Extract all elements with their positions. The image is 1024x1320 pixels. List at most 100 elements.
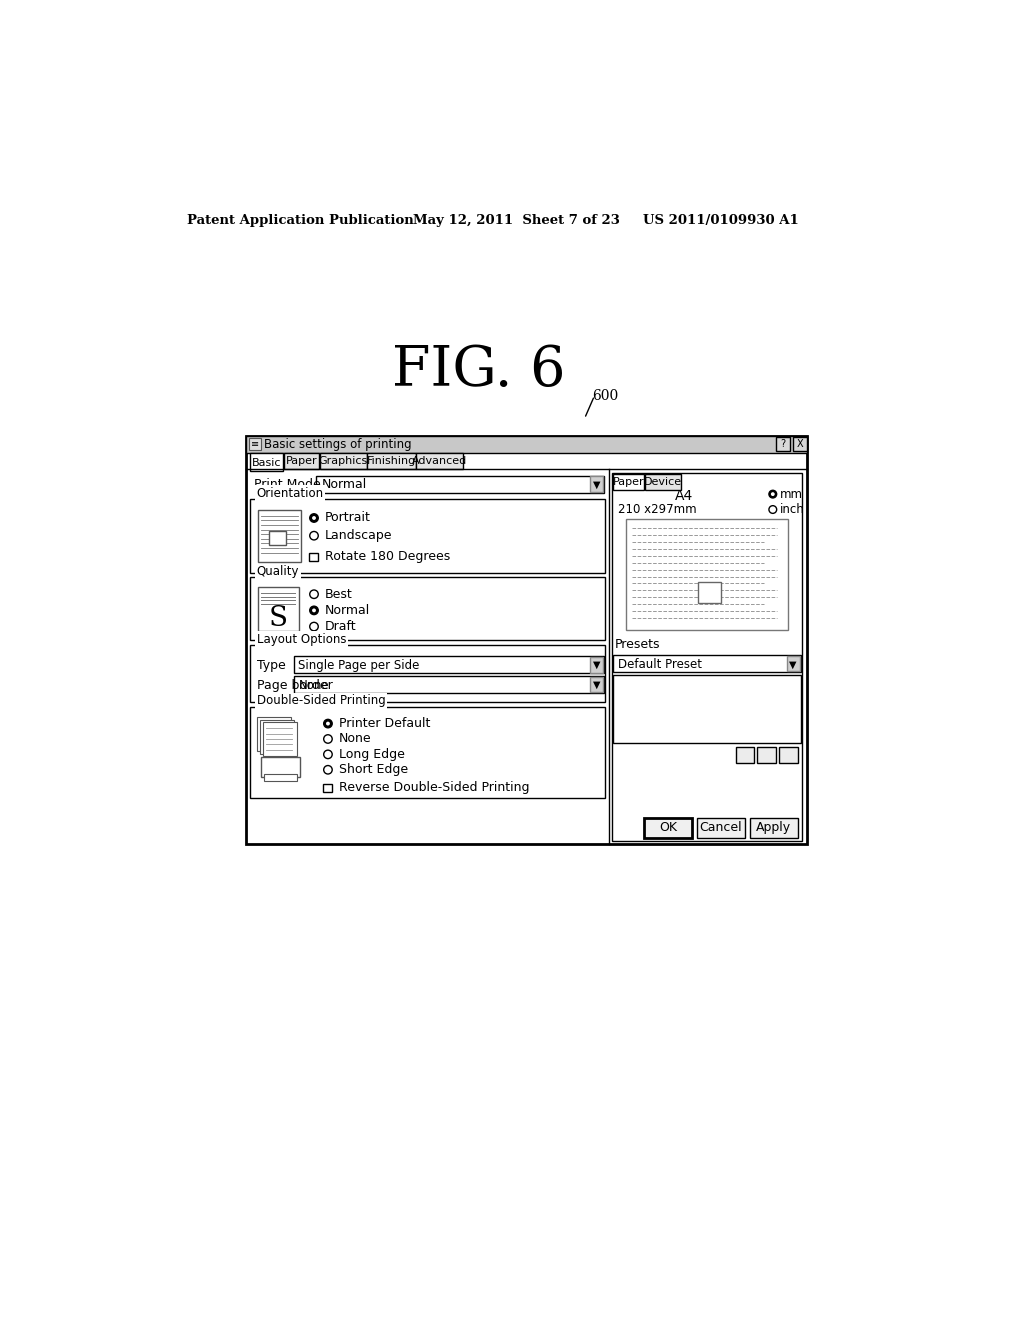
Bar [264, 774, 297, 781]
Text: inch: inch [779, 503, 805, 516]
Bar [294, 676, 604, 693]
Circle shape [309, 532, 318, 540]
Circle shape [324, 766, 332, 774]
Circle shape [324, 719, 332, 727]
Text: ≡: ≡ [251, 440, 259, 449]
Bar [697, 817, 744, 838]
Text: mm: mm [779, 487, 803, 500]
Bar [260, 719, 294, 754]
Text: Double-Sided Printing: Double-Sided Printing [257, 694, 385, 708]
Bar [294, 656, 604, 673]
Bar [251, 706, 605, 797]
Circle shape [312, 516, 316, 520]
Text: Long Edge: Long Edge [339, 748, 404, 760]
Bar [613, 675, 801, 743]
Text: Presets: Presets [614, 638, 660, 651]
Bar [309, 553, 317, 561]
Text: Cancel: Cancel [699, 821, 742, 834]
Text: Paper: Paper [612, 477, 644, 487]
Text: Portrait: Portrait [325, 511, 371, 524]
Bar [735, 747, 755, 763]
Bar [613, 474, 644, 490]
Bar [611, 473, 802, 841]
Circle shape [309, 513, 318, 523]
Bar [590, 477, 603, 492]
Text: Orientation: Orientation [257, 487, 324, 499]
Text: Short Edge: Short Edge [339, 763, 408, 776]
Circle shape [324, 750, 332, 759]
Bar [257, 718, 291, 751]
Bar [368, 453, 416, 470]
Bar [697, 582, 721, 603]
Bar [645, 474, 681, 490]
Bar [750, 817, 798, 838]
Bar [779, 747, 798, 763]
Circle shape [769, 506, 776, 513]
Bar [758, 747, 776, 763]
Text: Basic settings of printing: Basic settings of printing [264, 438, 412, 451]
Text: Basic: Basic [252, 458, 282, 467]
Circle shape [326, 722, 330, 726]
Text: Page border: Page border [257, 678, 333, 692]
Bar [258, 586, 299, 631]
Bar [644, 817, 692, 838]
Text: Quality: Quality [257, 565, 299, 578]
Text: Printer Default: Printer Default [339, 717, 430, 730]
Text: Landscape: Landscape [325, 529, 392, 543]
Bar [315, 475, 604, 492]
Text: Normal: Normal [322, 478, 367, 491]
Text: X: X [797, 440, 803, 449]
Bar [269, 531, 286, 545]
Text: Finishing: Finishing [367, 455, 416, 466]
Bar [258, 510, 301, 562]
Text: None: None [339, 733, 372, 746]
Text: ▼: ▼ [593, 680, 601, 689]
Text: OK: OK [659, 821, 677, 834]
Circle shape [309, 622, 318, 631]
Text: Apply: Apply [756, 821, 792, 834]
Text: A4: A4 [675, 488, 693, 503]
Text: ▼: ▼ [593, 480, 601, 490]
Text: None: None [299, 678, 329, 692]
Circle shape [324, 735, 332, 743]
Text: Draft: Draft [325, 620, 356, 634]
Bar [324, 784, 332, 792]
Text: ▼: ▼ [790, 659, 797, 669]
Text: Reverse Double-Sided Printing: Reverse Double-Sided Printing [339, 781, 529, 795]
Bar [793, 437, 807, 451]
Text: Paper: Paper [286, 455, 317, 466]
Text: 210 x297mm: 210 x297mm [617, 503, 696, 516]
Bar [251, 499, 605, 573]
Text: Patent Application Publication: Patent Application Publication [187, 214, 414, 227]
Circle shape [312, 609, 316, 612]
Text: Device: Device [644, 477, 682, 487]
Text: ▼: ▼ [593, 660, 601, 671]
Bar [626, 519, 788, 631]
Bar [613, 655, 801, 672]
Text: Graphics: Graphics [318, 455, 368, 466]
Text: ?: ? [780, 440, 785, 449]
Text: Advanced: Advanced [412, 455, 467, 466]
Bar [590, 657, 603, 673]
Text: Single Page per Side: Single Page per Side [299, 659, 420, 672]
Text: Print Mode: Print Mode [254, 478, 321, 491]
Bar [321, 453, 367, 470]
Bar [417, 453, 463, 470]
Bar [261, 758, 300, 777]
Bar [246, 436, 807, 843]
Text: 600: 600 [592, 389, 618, 404]
Text: Type: Type [257, 659, 286, 672]
Circle shape [309, 590, 318, 598]
Circle shape [769, 490, 776, 498]
Bar [251, 577, 605, 640]
Bar [246, 436, 807, 453]
Text: Layout Options: Layout Options [257, 632, 346, 645]
Text: Default Preset: Default Preset [617, 657, 701, 671]
Circle shape [309, 606, 318, 615]
Text: Rotate 180 Degrees: Rotate 180 Degrees [325, 550, 451, 564]
Bar [776, 437, 790, 451]
Text: US 2011/0109930 A1: US 2011/0109930 A1 [643, 214, 799, 227]
Bar [249, 438, 261, 450]
Text: Normal: Normal [325, 603, 370, 616]
Text: May 12, 2011  Sheet 7 of 23: May 12, 2011 Sheet 7 of 23 [414, 214, 621, 227]
